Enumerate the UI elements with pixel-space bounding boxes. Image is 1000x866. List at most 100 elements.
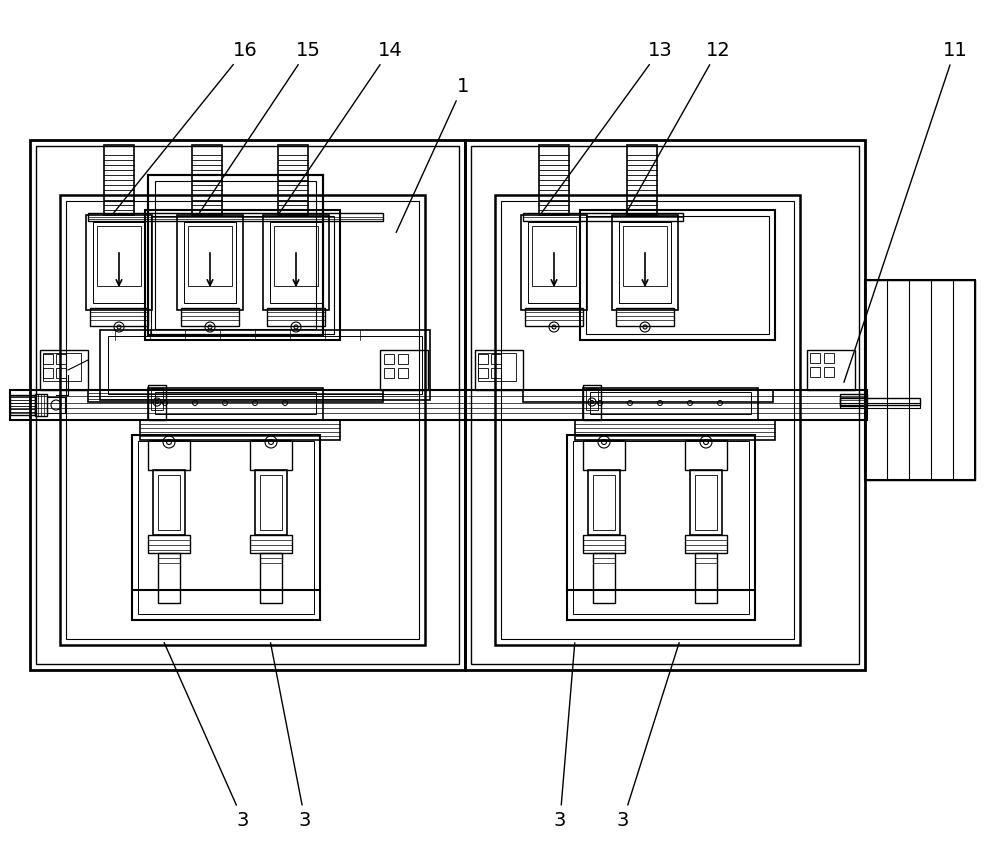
Text: 1: 1 bbox=[396, 76, 469, 232]
Bar bbox=[583, 440, 625, 470]
Bar bbox=[478, 353, 516, 381]
Bar bbox=[627, 145, 657, 215]
Bar bbox=[380, 350, 428, 390]
Bar bbox=[810, 353, 820, 363]
Text: 16: 16 bbox=[114, 41, 257, 213]
Bar bbox=[177, 215, 243, 310]
Bar bbox=[521, 215, 587, 310]
Bar bbox=[151, 388, 163, 410]
Bar bbox=[274, 226, 318, 286]
Text: 13: 13 bbox=[542, 41, 672, 213]
Bar bbox=[588, 470, 620, 535]
Bar bbox=[108, 336, 422, 394]
Bar bbox=[384, 368, 394, 378]
Bar bbox=[10, 390, 867, 420]
Bar bbox=[90, 308, 148, 326]
Bar bbox=[623, 226, 667, 286]
Bar bbox=[865, 280, 975, 480]
Bar bbox=[612, 215, 678, 310]
Bar bbox=[155, 392, 316, 414]
Bar bbox=[865, 280, 975, 480]
Bar bbox=[525, 308, 583, 326]
Bar bbox=[523, 390, 773, 402]
Bar bbox=[250, 535, 292, 553]
Bar bbox=[30, 140, 465, 670]
Text: 11: 11 bbox=[844, 41, 967, 383]
Bar bbox=[66, 201, 419, 639]
Bar bbox=[151, 216, 334, 334]
Bar bbox=[478, 368, 488, 378]
Bar bbox=[398, 368, 408, 378]
Bar bbox=[539, 145, 569, 215]
Bar bbox=[43, 353, 81, 381]
Bar bbox=[807, 350, 855, 390]
Bar bbox=[478, 354, 488, 364]
Bar bbox=[93, 222, 145, 303]
Bar bbox=[586, 216, 769, 334]
Bar bbox=[491, 368, 501, 378]
Bar bbox=[10, 395, 35, 415]
Bar bbox=[138, 441, 314, 614]
Bar bbox=[475, 350, 523, 390]
Bar bbox=[86, 215, 152, 310]
Bar bbox=[580, 210, 775, 340]
Bar bbox=[523, 213, 683, 221]
Bar bbox=[255, 470, 287, 535]
Text: 3: 3 bbox=[164, 643, 249, 830]
Bar bbox=[593, 553, 615, 603]
Bar bbox=[88, 390, 383, 402]
Bar bbox=[575, 420, 775, 440]
Bar bbox=[491, 354, 501, 364]
Bar bbox=[43, 354, 53, 364]
Text: 14: 14 bbox=[280, 41, 402, 213]
Bar bbox=[501, 201, 794, 639]
Bar bbox=[685, 440, 727, 470]
Bar bbox=[36, 146, 459, 664]
Bar bbox=[104, 145, 134, 215]
Bar bbox=[145, 210, 340, 340]
Bar bbox=[573, 441, 749, 614]
Bar bbox=[148, 385, 166, 420]
Bar bbox=[184, 222, 236, 303]
Bar bbox=[43, 368, 53, 378]
Bar bbox=[270, 222, 322, 303]
Bar bbox=[583, 388, 758, 420]
Bar bbox=[840, 398, 920, 405]
Bar bbox=[132, 435, 320, 620]
Bar bbox=[158, 553, 180, 603]
Bar bbox=[471, 146, 859, 664]
Bar bbox=[567, 435, 755, 620]
Text: 12: 12 bbox=[626, 41, 730, 212]
Bar bbox=[824, 367, 834, 377]
Bar bbox=[88, 213, 383, 221]
Bar bbox=[840, 394, 867, 406]
Bar bbox=[148, 440, 190, 470]
Bar bbox=[158, 475, 180, 530]
Bar bbox=[616, 308, 674, 326]
Bar bbox=[140, 420, 340, 440]
Bar bbox=[590, 392, 751, 414]
Bar bbox=[695, 553, 717, 603]
Bar bbox=[155, 181, 316, 329]
Bar bbox=[47, 397, 65, 413]
Bar bbox=[465, 140, 865, 670]
Text: 3: 3 bbox=[617, 643, 679, 830]
Bar bbox=[97, 226, 141, 286]
Text: 3: 3 bbox=[554, 643, 575, 830]
Bar bbox=[685, 535, 727, 553]
Bar bbox=[181, 308, 239, 326]
Bar bbox=[56, 368, 66, 378]
Bar bbox=[192, 145, 222, 215]
Bar bbox=[532, 226, 576, 286]
Bar bbox=[148, 175, 323, 335]
Bar bbox=[495, 195, 800, 645]
Bar bbox=[840, 403, 920, 408]
Bar bbox=[260, 475, 282, 530]
Bar bbox=[35, 394, 47, 416]
Bar bbox=[56, 354, 66, 364]
Bar bbox=[810, 367, 820, 377]
Bar bbox=[619, 222, 671, 303]
Bar bbox=[278, 145, 308, 215]
Bar bbox=[583, 535, 625, 553]
Text: 15: 15 bbox=[200, 41, 320, 213]
